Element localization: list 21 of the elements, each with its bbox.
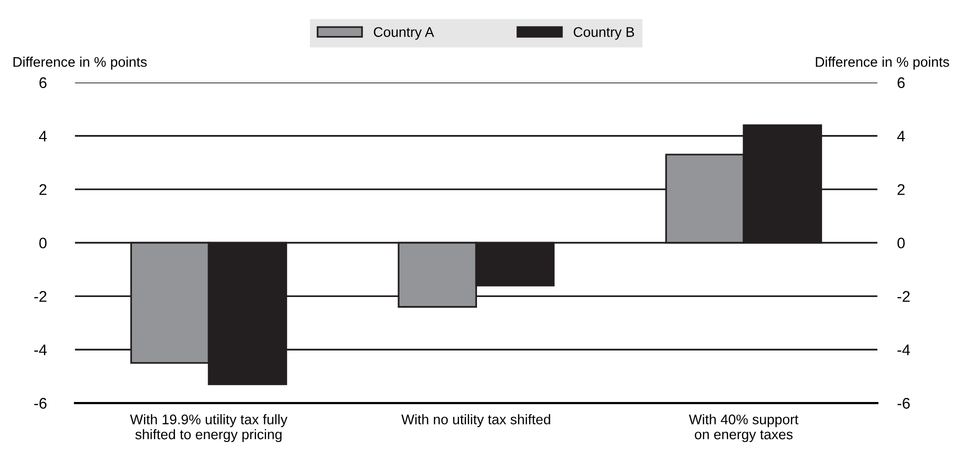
legend-label: Country B [574, 27, 634, 40]
y2-tick-label: 2 [898, 184, 905, 195]
y2-tick-label: -2 [898, 291, 910, 302]
y-tick-label: 2 [39, 184, 46, 195]
x-tick-label: With 19.9% utility tax fully shifted to energy pricing [130, 414, 288, 442]
y-axis-title: Difference in % points [14, 56, 147, 70]
y-tick-label: 4 [39, 130, 47, 142]
y2-tick-label: 6 [898, 77, 905, 88]
x-tick-label: With no utility tax shifted [401, 414, 550, 428]
y2-axis-title: Difference in % points [816, 56, 950, 70]
x-tick-label: With 40% support on energy taxes [688, 414, 798, 442]
y2-tick-label: -6 [898, 398, 910, 409]
y2-tick-label: 0 [897, 238, 905, 248]
y-tick-label: -4 [34, 344, 47, 356]
y-tick-label: -6 [34, 398, 47, 409]
y-tick-label: -2 [34, 291, 46, 302]
y-tick-label: 6 [39, 77, 47, 88]
y2-tick-label: 4 [897, 130, 905, 142]
y2-tick-label: -4 [898, 344, 910, 356]
y-tick-label: 0 [39, 238, 47, 248]
legend-label: Country A [374, 27, 434, 40]
